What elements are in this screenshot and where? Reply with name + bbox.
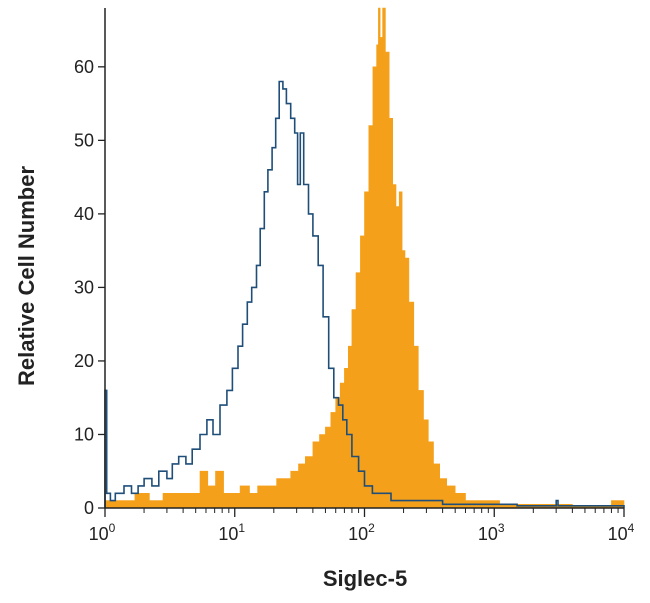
- x-tick-label: 100: [89, 521, 116, 544]
- x-tick-label: 101: [218, 521, 245, 544]
- y-tick-label: 10: [74, 424, 94, 444]
- x-tick-label: 102: [348, 521, 375, 544]
- y-tick-label: 60: [74, 57, 94, 77]
- x-axis-title: Siglec-5: [323, 566, 407, 591]
- axes: 0 10 20 30 40 50 60 100 101 102 103 104: [74, 8, 635, 544]
- y-axis-title: Relative Cell Number: [14, 166, 39, 387]
- y-tick-label: 30: [74, 277, 94, 297]
- plot-area: [104, 7, 625, 509]
- y-tick-label: 50: [74, 130, 94, 150]
- y-tick-label: 40: [74, 204, 94, 224]
- y-tick-label: 0: [84, 498, 94, 518]
- x-tick-label: 103: [478, 521, 505, 544]
- y-tick-label: 20: [74, 351, 94, 371]
- x-tick-label: 104: [608, 521, 635, 544]
- histogram-filled-series: [104, 7, 625, 509]
- histogram-outline-series: [104, 80, 625, 508]
